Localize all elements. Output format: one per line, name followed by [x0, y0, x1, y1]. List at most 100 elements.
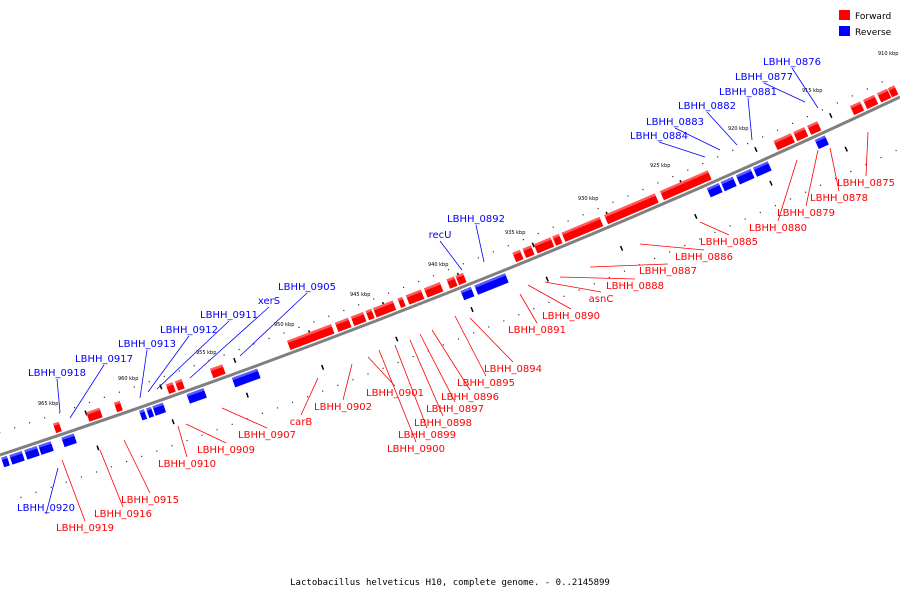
gene-label: LBHH_0898	[414, 418, 472, 429]
track-dot	[669, 251, 671, 253]
gene-label: LBHH_0877	[735, 72, 793, 83]
scale-tick-label: 945 kbp	[350, 292, 370, 298]
gene-label: asnC	[589, 294, 614, 305]
track-dot	[307, 396, 309, 398]
gene-label: LBHH_0916	[94, 509, 152, 520]
track-dot	[462, 263, 464, 265]
gene-label: LBHH_0883	[646, 117, 704, 128]
reverse-gene-block	[735, 168, 755, 185]
scale-tick-label: 935 kbp	[505, 230, 525, 236]
gene-label: LBHH_0890	[542, 311, 600, 322]
gene-label: LBHH_0897	[426, 404, 484, 415]
track-dot	[432, 275, 435, 277]
track-dot	[171, 445, 173, 447]
track-dot	[442, 344, 444, 346]
scale-tick	[395, 336, 399, 342]
gene-label: LBHH_0909	[197, 445, 255, 456]
scale-tick-label: 910 kbp	[878, 51, 898, 57]
gene-label: LBHH_0907	[238, 430, 296, 441]
track-dot	[578, 289, 580, 291]
scale-tick	[84, 410, 88, 416]
track-dot	[298, 326, 300, 328]
label-leader-lines	[45, 67, 869, 522]
gene-label: LBHH_0880	[749, 223, 807, 234]
forward-gene-block	[174, 379, 185, 391]
forward-gene-block	[887, 85, 899, 98]
label-leader-line	[177, 425, 188, 458]
forward-gene-block	[773, 133, 795, 151]
track-dot	[283, 332, 285, 334]
forward-gene-block	[113, 400, 123, 413]
track-dot	[507, 245, 509, 247]
track-dot	[352, 379, 354, 381]
track-dot	[80, 476, 82, 478]
track-dot	[717, 156, 719, 158]
track-dot	[50, 486, 52, 488]
forward-gene-block	[793, 127, 809, 142]
label-leader-line	[69, 364, 105, 419]
forward-gene-block	[365, 308, 375, 321]
track-dot	[268, 337, 270, 340]
scale-tick	[470, 306, 474, 313]
track-dot	[488, 326, 490, 328]
track-dot	[35, 491, 37, 493]
track-dot	[880, 157, 882, 159]
scale-tick	[233, 357, 237, 363]
gene-label: LBHH_0891	[508, 325, 566, 336]
label-leader-line	[123, 439, 151, 494]
gene-label: LBHH_0876	[763, 57, 821, 68]
label-leader-line	[674, 127, 721, 151]
forward-gene-block	[455, 272, 467, 286]
label-leader-line	[221, 407, 268, 429]
track-dot	[473, 332, 475, 334]
legend-forward-label: Forward	[855, 12, 891, 22]
gene-label: LBHH_0878	[810, 193, 868, 204]
legend-reverse-swatch	[839, 26, 850, 36]
track-dot	[223, 354, 225, 356]
scale-tick	[320, 364, 325, 370]
scale-tick	[171, 419, 175, 425]
scale-tick	[754, 146, 758, 153]
track-dot	[608, 276, 610, 279]
label-leader-line	[639, 243, 705, 251]
track-dot	[597, 207, 599, 210]
forward-gene-block	[86, 407, 103, 422]
label-leader-line	[419, 333, 456, 403]
track-dot	[148, 381, 150, 383]
track-dot	[744, 218, 746, 220]
scale-tick	[96, 445, 100, 451]
reverse-gene-block	[706, 183, 723, 198]
label-leader-line	[431, 329, 471, 391]
track-dot	[537, 232, 539, 235]
track-dot	[261, 412, 263, 414]
label-leader-line	[367, 356, 396, 387]
track-dot	[14, 427, 16, 429]
gene-label: LBHH_0902	[314, 402, 372, 413]
track-dot	[612, 201, 614, 203]
label-leader-line	[699, 221, 730, 236]
scale-tick	[619, 245, 624, 251]
track-dot	[747, 143, 749, 145]
forward-gene-block	[446, 276, 458, 289]
gene-label: LBHH_0875	[837, 178, 895, 189]
track-dot	[627, 195, 629, 197]
track-dot	[238, 348, 240, 351]
label-leader-line	[805, 149, 819, 207]
scale-tick-label: 965 kbp	[38, 401, 58, 407]
gene-label: recU	[429, 230, 452, 241]
track-dot	[729, 225, 731, 227]
track-dot	[791, 122, 794, 124]
label-leader-line	[706, 111, 738, 146]
track-dot	[29, 422, 31, 424]
track-dot	[322, 390, 324, 392]
gene-label: LBHH_0912	[160, 325, 218, 336]
scale-tick-label: 955 kbp	[196, 350, 216, 356]
gene-label: LBHH_0915	[121, 495, 179, 506]
track-dot	[412, 356, 414, 358]
track-dot	[774, 205, 776, 207]
reverse-gene-block	[460, 286, 475, 301]
gene-label: LBHH_0920	[17, 503, 75, 514]
forward-gene-block	[350, 312, 367, 326]
label-leader-line	[439, 240, 463, 271]
track-dot	[337, 384, 339, 386]
